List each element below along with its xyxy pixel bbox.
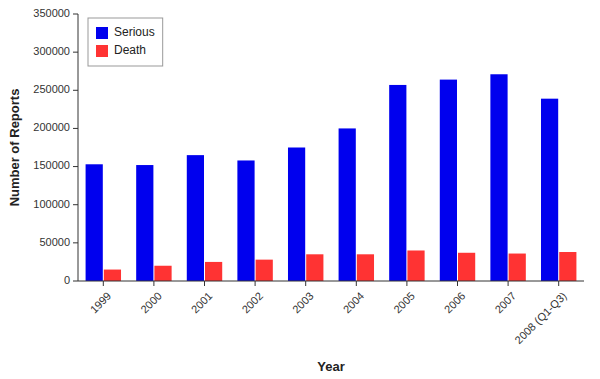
background (0, 0, 600, 379)
y-tick-label: 200000 (33, 121, 70, 133)
bar (339, 128, 356, 281)
legend: Serious Death (88, 18, 163, 66)
bars (86, 74, 577, 281)
bar (389, 85, 406, 281)
x-tick-label: 2002 (239, 290, 265, 316)
bar (306, 254, 323, 281)
x-tick (103, 281, 104, 286)
y-axis-line (78, 14, 79, 281)
x-tick (457, 281, 458, 286)
y-tick-label: 0 (64, 274, 70, 286)
legend-label: Serious (114, 25, 155, 39)
x-tick-label: 2005 (391, 290, 417, 316)
legend-frame (88, 18, 163, 66)
chart: 0 50000 100000 150000 200000 250000 300000 3500… (0, 0, 600, 379)
bar (407, 250, 424, 281)
x-tick-label: 2004 (341, 290, 367, 316)
bar (541, 99, 558, 281)
y-axis: 0 50000 100000 150000 200000 250000 300000 3500… (33, 7, 78, 286)
y-tick (73, 128, 78, 129)
bar (205, 262, 222, 281)
bar (187, 155, 204, 281)
y-tick (73, 52, 78, 53)
x-axis: 1999 2000 2001 2002 2003 2004 2005 2006 20072008… (88, 281, 569, 346)
x-axis-title: Year (317, 359, 344, 374)
x-tick (356, 281, 357, 286)
x-tick-label: 2007 (492, 290, 518, 316)
bar (104, 270, 121, 281)
legend-swatch (96, 27, 108, 39)
x-tick (558, 281, 559, 286)
legend-swatch (96, 45, 108, 57)
y-tick-label: 150000 (33, 159, 70, 171)
y-tick-label: 100000 (33, 198, 70, 210)
bar (256, 260, 273, 281)
bar (136, 165, 153, 281)
bar (509, 254, 526, 281)
bar (357, 254, 374, 281)
bar (237, 160, 254, 281)
y-tick (73, 90, 78, 91)
x-tick (204, 281, 205, 286)
y-tick-label: 50000 (39, 236, 70, 248)
bar (440, 80, 457, 281)
y-tick (73, 281, 78, 282)
y-tick-label: 300000 (33, 45, 70, 57)
x-tick (255, 281, 256, 286)
x-tick-label: 2001 (189, 290, 215, 316)
y-tick (73, 14, 78, 15)
bar (490, 74, 507, 281)
bar (154, 266, 171, 281)
y-axis-title: Number of Reports (7, 89, 22, 207)
x-tick-label: 2008 (Q1-Q3) (512, 290, 568, 346)
x-tick (153, 281, 154, 286)
x-tick-label: 2003 (290, 290, 316, 316)
x-tick (305, 281, 306, 286)
bar (86, 164, 103, 281)
x-tick-label: 2006 (442, 290, 468, 316)
y-tick (73, 242, 78, 243)
x-tick (508, 281, 509, 286)
x-tick (406, 281, 407, 286)
y-tick (73, 204, 78, 205)
bar (458, 253, 475, 281)
bar (288, 148, 305, 282)
y-tick-label: 350000 (33, 7, 70, 19)
y-tick-label: 250000 (33, 83, 70, 95)
y-tick (73, 166, 78, 167)
legend-label: Death (114, 43, 146, 57)
x-tick-label: 2000 (138, 290, 164, 316)
bar (559, 252, 576, 281)
x-tick-label: 1999 (88, 290, 114, 316)
